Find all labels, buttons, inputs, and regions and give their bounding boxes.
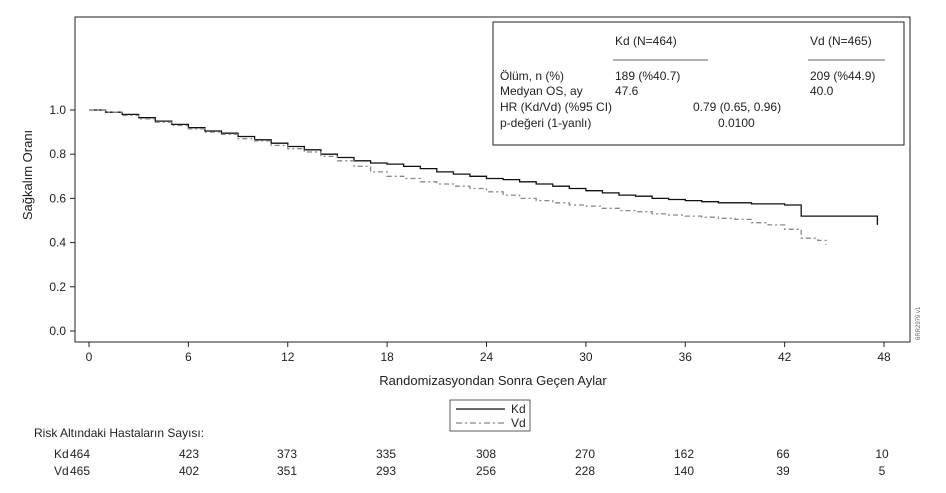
x-tick-label: 42: [778, 350, 792, 364]
risk-cell: 228: [575, 464, 595, 478]
y-axis-title: Sağkalım Oranı: [20, 130, 35, 220]
risk-cell: 162: [674, 447, 694, 461]
stats-row-label: HR (Kd/Vd) (%95 CI): [500, 100, 612, 114]
risk-row-group-label: Kd: [54, 447, 69, 461]
stats-row-label: Ölüm, n (%): [500, 69, 564, 83]
risk-cell: 308: [476, 447, 496, 461]
stats-row-label: p-değeri (1-yanlı): [500, 116, 591, 130]
stats-row-vd-value: 40.0: [810, 84, 834, 98]
risk-cell: 66: [776, 447, 790, 461]
x-axis-ticks: 0 6 12 18 24 30 36 42 48: [86, 342, 891, 364]
risk-table: Kd 464 423 373 335 308 270 162 66 10 Vd 465 402 351 29…: [54, 447, 889, 478]
stats-header-vd: Vd (N=465): [810, 34, 872, 48]
x-tick-label: 18: [380, 350, 394, 364]
stats-row-kd-value: 189 (%40.7): [615, 69, 680, 83]
stats-row-label: Medyan OS, ay: [500, 84, 583, 98]
y-tick-label: 0.2: [49, 280, 66, 294]
legend-frame: [449, 399, 531, 432]
y-tick-label: 0.6: [49, 191, 66, 205]
legend: Kd Vd: [449, 399, 531, 432]
risk-cell: 373: [277, 447, 297, 461]
risk-cell: 335: [376, 447, 396, 461]
risk-cell: 256: [476, 464, 496, 478]
risk-cell: 5: [879, 464, 886, 478]
stats-box-frame: [492, 21, 905, 146]
x-tick-label: 6: [185, 350, 192, 364]
risk-cell: 10: [875, 447, 889, 461]
x-tick-label: 30: [579, 350, 593, 364]
risk-cell: 270: [575, 447, 595, 461]
plot-frame: [74, 16, 911, 343]
stats-row-shared-value: 0.79 (0.65, 0.96): [693, 100, 781, 114]
risk-cell: 402: [179, 464, 199, 478]
stats-row-vd-value: 209 (%44.9): [810, 69, 875, 83]
stats-box: Kd (N=464) Vd (N=465) Ölüm, n (%) 189 (%…: [492, 21, 905, 146]
stats-row-kd-value: 47.6: [615, 84, 639, 98]
x-tick-label: 36: [679, 350, 693, 364]
y-tick-label: 1.0: [49, 103, 66, 117]
legend-label-kd: Kd: [511, 402, 526, 416]
y-tick-label: 0.0: [49, 324, 66, 338]
x-tick-label: 12: [281, 350, 295, 364]
risk-cell: 465: [70, 464, 90, 478]
survival-curve-vd: [89, 109, 827, 245]
y-tick-label: 0.8: [49, 147, 66, 161]
survival-curves: [89, 109, 879, 245]
y-axis-ticks: 0.0 0.2 0.4 0.6 0.8 1.0: [49, 103, 75, 338]
risk-cell: 39: [776, 464, 790, 478]
stats-header-kd: Kd (N=464): [615, 34, 677, 48]
x-tick-label: 0: [86, 350, 93, 364]
survival-curve-kd: [89, 109, 879, 225]
y-tick-label: 0.4: [49, 236, 66, 250]
side-code: 6RR2979 v1: [916, 306, 922, 340]
risk-cell: 293: [376, 464, 396, 478]
risk-cell: 423: [179, 447, 199, 461]
legend-label-vd: Vd: [511, 416, 526, 430]
risk-table-title: Risk Altındaki Hastaların Sayısı:: [34, 426, 204, 440]
stats-row-shared-value: 0.0100: [718, 116, 755, 130]
risk-cell: 464: [70, 447, 90, 461]
risk-row-group-label: Vd: [54, 464, 69, 478]
x-tick-label: 48: [877, 350, 891, 364]
x-tick-label: 24: [480, 350, 494, 364]
x-axis-title: Randomizasyondan Sonra Geçen Aylar: [379, 373, 607, 388]
risk-cell: 140: [674, 464, 694, 478]
risk-cell: 351: [277, 464, 297, 478]
